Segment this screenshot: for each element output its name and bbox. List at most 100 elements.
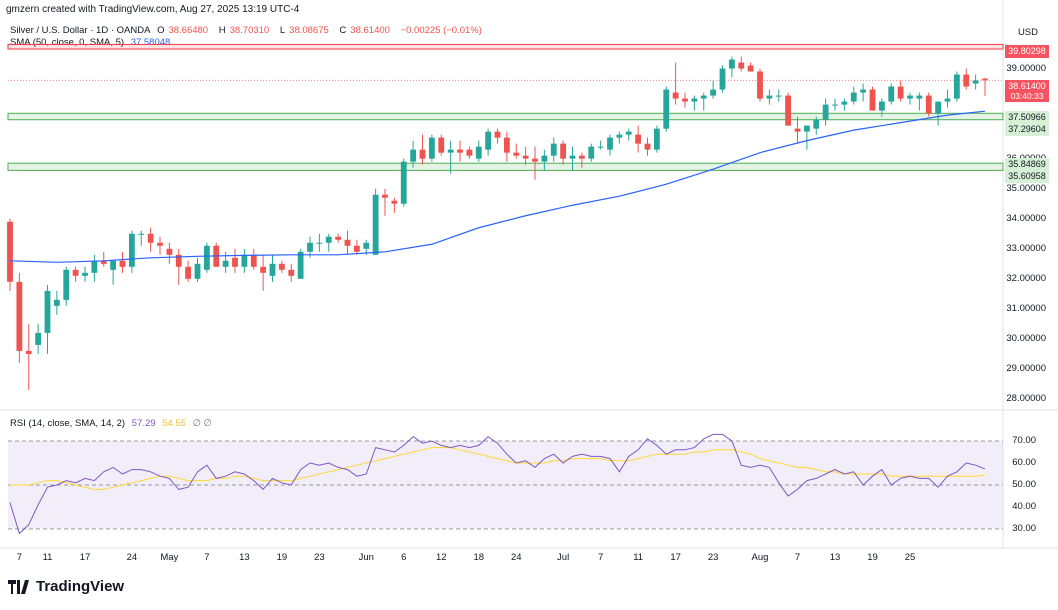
ohlc-close: C 38.61400 — [339, 25, 390, 36]
candle-body — [522, 155, 529, 159]
candle-body — [944, 98, 951, 102]
candle-body — [888, 86, 895, 102]
time-tick-label: Aug — [751, 552, 769, 563]
rsi-tick-label: 50.00 — [1012, 479, 1036, 490]
candle-body — [616, 134, 623, 138]
candle-body — [569, 155, 576, 159]
time-tick-label: 11 — [42, 552, 53, 563]
candle-body — [419, 149, 426, 159]
time-tick-label: 7 — [794, 552, 801, 563]
candle-body — [513, 152, 520, 156]
time-tick-label: 19 — [276, 552, 288, 563]
candle-body — [541, 155, 548, 162]
candle-body — [400, 161, 407, 204]
candle-body — [335, 236, 342, 240]
candle-body — [410, 149, 417, 162]
candle-body — [447, 149, 454, 153]
time-tick-label: 11 — [633, 552, 644, 563]
candle-body — [494, 131, 501, 138]
symbol-name[interactable]: Silver / U.S. Dollar · 1D · OANDA — [10, 25, 151, 36]
symbol-legend: Silver / U.S. Dollar · 1D · OANDA O 38.66… — [10, 25, 486, 36]
ohlc-low: L 38.08675 — [279, 25, 329, 36]
candle-body — [560, 143, 567, 159]
support-zone-2 — [7, 162, 1004, 171]
candle-body — [794, 128, 801, 132]
candle-body — [766, 95, 773, 99]
time-tick-label: 12 — [435, 552, 447, 563]
time-tick-label: 23 — [314, 552, 325, 563]
rsi-value: 57.29 — [131, 418, 156, 429]
candle-body — [607, 137, 613, 150]
candle-body — [550, 143, 557, 156]
candle-body — [260, 266, 267, 273]
candle-body — [897, 86, 904, 99]
currency-label[interactable]: USD — [1017, 27, 1038, 38]
countdown-badge: 03:40:33 — [1005, 91, 1049, 102]
candle-body — [203, 245, 210, 270]
rsi-legend[interactable]: RSI (14, close, SMA, 14, 2) 57.29 54.55 … — [10, 418, 216, 429]
candle-body — [841, 101, 848, 105]
candle-body — [53, 299, 60, 306]
candle-body — [128, 233, 135, 267]
candle-body — [288, 269, 295, 276]
candle-body — [578, 155, 585, 159]
sma-value: 37.58048 — [130, 37, 171, 48]
candle-body — [72, 269, 79, 276]
candle-body — [185, 266, 192, 279]
tradingview-logo[interactable]: TradingView — [8, 578, 124, 595]
candle-body — [175, 254, 182, 267]
candle-body — [232, 257, 238, 267]
ohlc-open: O 38.66480 — [157, 25, 209, 36]
candle-body — [588, 146, 595, 159]
chart-header: gmzern created with TradingView.com, Aug… — [6, 4, 300, 15]
price-tick-label: 39.00000 — [1006, 62, 1046, 74]
rsi-tick-label: 60.00 — [1012, 457, 1036, 468]
candle-body — [682, 98, 688, 102]
candle-body — [747, 65, 754, 72]
time-tick-label: 7 — [204, 552, 210, 563]
price-tick-label: 33.00000 — [1006, 242, 1046, 254]
candle-body — [119, 260, 126, 267]
candle-body — [869, 89, 876, 111]
candle-body — [625, 131, 632, 135]
candle-body — [147, 233, 154, 243]
time-tick-label: 6 — [401, 552, 407, 563]
candle-body — [982, 78, 988, 81]
sma-legend[interactable]: SMA (50, close, 0, SMA, 5) 37.58048 — [10, 37, 174, 48]
support-badge-2a: 35.84869 — [1005, 158, 1049, 171]
candle-body — [250, 254, 257, 267]
support-badge-1a: 37.50966 — [1005, 111, 1049, 124]
candle-body — [391, 200, 398, 204]
price-tick-label: 35.00000 — [1006, 182, 1046, 194]
candle-body — [91, 260, 98, 273]
time-tick-label: 13 — [829, 552, 841, 563]
candle-body — [382, 194, 388, 198]
candle-body — [503, 137, 510, 153]
candle-body — [457, 149, 463, 153]
price-tick-label: 34.00000 — [1006, 212, 1046, 224]
candle-body — [82, 272, 88, 276]
ohlc-high: H 38.70310 — [218, 25, 270, 36]
candle-body — [813, 119, 820, 129]
candle-body — [653, 128, 660, 150]
sma-label: SMA (50, close, 0, SMA, 5) — [10, 37, 125, 48]
candle-body — [963, 74, 970, 87]
candle-body — [663, 89, 670, 129]
candle-body — [757, 71, 763, 99]
candle-body — [916, 95, 923, 99]
candle-body — [7, 221, 13, 282]
rsi-label: RSI (14, close, SMA, 14, 2) — [10, 418, 126, 429]
candle-body — [35, 332, 42, 345]
support-zone-1 — [7, 112, 1004, 121]
candle-body — [466, 149, 473, 156]
candle-body — [644, 143, 651, 150]
candle-body — [775, 95, 782, 97]
candle-body — [935, 101, 942, 114]
time-tick-label: 17 — [79, 552, 91, 563]
candle-body — [353, 245, 360, 252]
candle-body — [635, 134, 642, 144]
candle-body — [972, 80, 979, 84]
candle-body — [475, 146, 482, 159]
candle-body — [269, 263, 276, 276]
